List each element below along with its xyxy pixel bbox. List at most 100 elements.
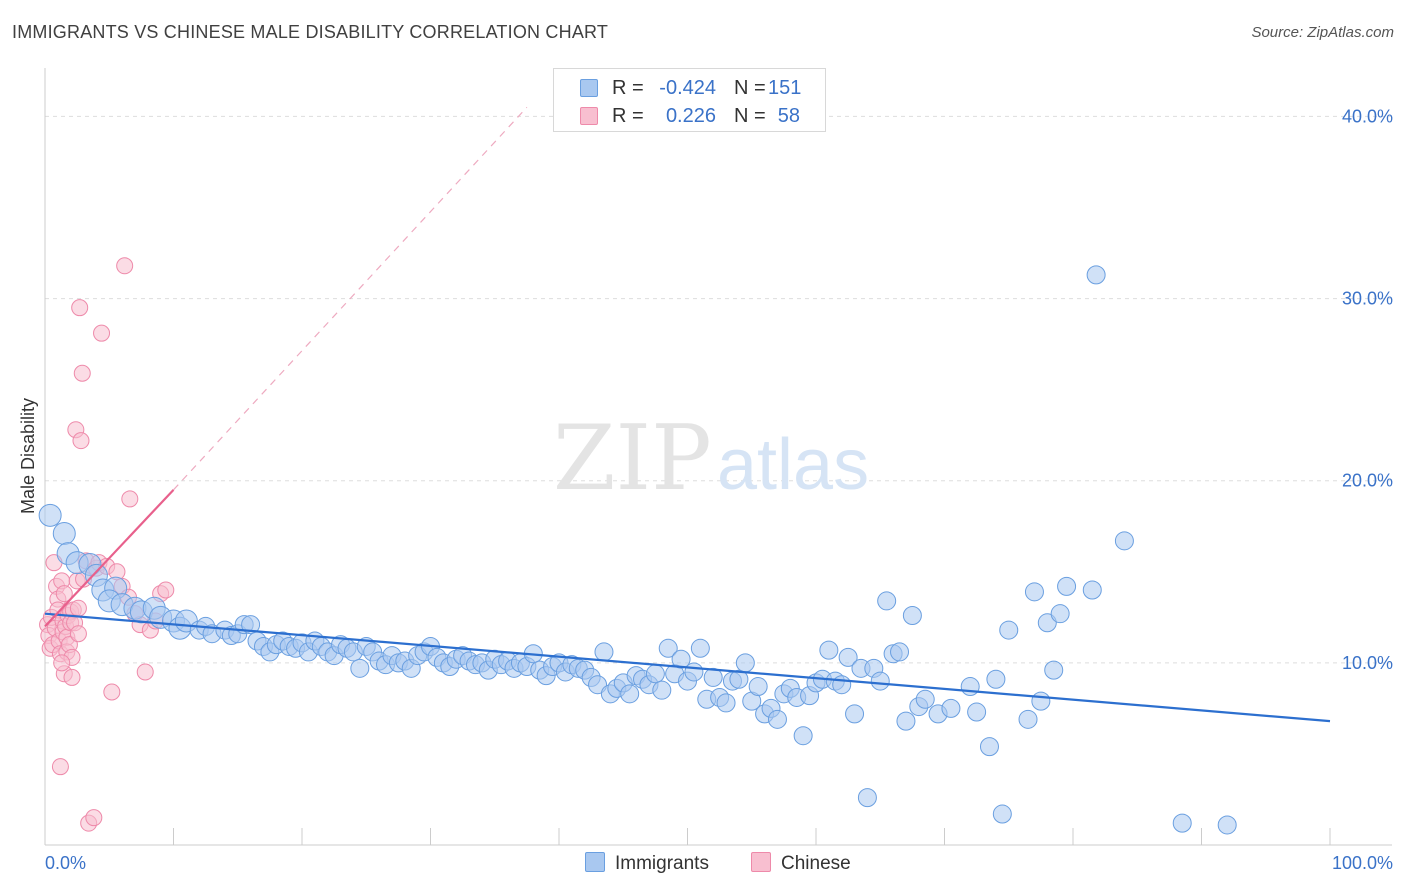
immigrants-point bbox=[1024, 582, 1044, 602]
chinese-point bbox=[53, 654, 71, 672]
axes bbox=[44, 68, 1392, 846]
immigrants-point bbox=[1050, 604, 1070, 624]
immigrants-point bbox=[838, 647, 858, 667]
watermark: ZIP atlas bbox=[553, 406, 869, 511]
chinese-point bbox=[93, 324, 111, 342]
immigrants-point bbox=[870, 671, 890, 691]
immigrants-point bbox=[645, 664, 665, 684]
legend-item-chinese: Chinese bbox=[751, 852, 851, 875]
chart-title: IMMIGRANTS VS CHINESE MALE DISABILITY CO… bbox=[12, 22, 609, 42]
immigrants-point bbox=[716, 693, 736, 713]
immigrants-point bbox=[793, 726, 813, 746]
immigrants-r-label: R = bbox=[612, 77, 644, 99]
immigrants-point bbox=[999, 620, 1019, 640]
immigrants-point bbox=[857, 788, 877, 808]
chinese-r-value: 0.226 bbox=[665, 105, 716, 127]
chinese-points bbox=[39, 257, 175, 832]
chinese-point bbox=[71, 299, 89, 317]
chinese-point bbox=[69, 599, 87, 617]
immigrants-point bbox=[735, 653, 755, 673]
immigrants-point bbox=[1172, 813, 1192, 833]
x-tick-label-max: 100.0% bbox=[1332, 853, 1393, 873]
immigrants-point bbox=[703, 667, 723, 687]
chinese-point bbox=[116, 257, 134, 275]
chinese-legend-label: Chinese bbox=[781, 853, 851, 874]
tick-labels: 10.0% 20.0% 30.0% 40.0% 0.0% 100.0% bbox=[45, 106, 1393, 873]
immigrants-point bbox=[832, 675, 852, 695]
grid-lines bbox=[45, 115, 1392, 664]
y-tick-label: 20.0% bbox=[1342, 471, 1393, 491]
immigrants-point bbox=[1044, 660, 1064, 680]
immigrants-point bbox=[915, 689, 935, 709]
immigrants-point bbox=[986, 669, 1006, 689]
immigrants-point bbox=[896, 711, 916, 731]
chinese-point bbox=[63, 668, 81, 686]
immigrants-point bbox=[38, 503, 62, 527]
chinese-point bbox=[157, 581, 175, 599]
chinese-point bbox=[121, 490, 139, 508]
immigrants-point bbox=[845, 704, 865, 724]
immigrants-point bbox=[684, 662, 704, 682]
immigrants-point bbox=[967, 702, 987, 722]
y-tick-label: 40.0% bbox=[1342, 106, 1393, 126]
immigrants-point bbox=[1018, 709, 1038, 729]
source-credit: Source: ZipAtlas.com bbox=[1251, 24, 1394, 41]
immigrants-point bbox=[960, 677, 980, 697]
immigrants-point bbox=[890, 642, 910, 662]
chinese-point bbox=[51, 758, 69, 776]
immigrants-point bbox=[241, 615, 261, 635]
y-axis-label: Male Disability bbox=[18, 398, 38, 514]
immigrants-point bbox=[992, 804, 1012, 824]
chinese-n-label: N = bbox=[734, 105, 766, 127]
chinese-n-value: 58 bbox=[777, 105, 800, 127]
chinese-trend-extension bbox=[173, 106, 528, 491]
immigrants-point bbox=[671, 649, 691, 669]
chinese-point bbox=[72, 432, 90, 450]
x-tick-label-min: 0.0% bbox=[45, 853, 86, 873]
immigrants-legend-label: Immigrants bbox=[615, 853, 709, 874]
watermark-zip: ZIP bbox=[553, 406, 712, 511]
chinese-point bbox=[55, 585, 73, 603]
chinese-point bbox=[73, 364, 91, 382]
immigrants-point bbox=[748, 677, 768, 697]
immigrants-point bbox=[1031, 691, 1051, 711]
immigrants-point bbox=[690, 638, 710, 658]
trend-lines bbox=[44, 106, 1331, 723]
immigrants-point bbox=[1217, 815, 1237, 835]
chinese-r-label: R = bbox=[612, 105, 644, 127]
immigrants-point bbox=[620, 684, 640, 704]
chinese-point bbox=[85, 809, 103, 827]
legend-row-chinese: R = 0.226 N = 58 bbox=[554, 101, 825, 129]
immigrants-legend-swatch bbox=[585, 852, 605, 872]
immigrants-n-label: N = bbox=[734, 77, 766, 99]
immigrants-swatch bbox=[580, 79, 598, 97]
immigrants-point bbox=[902, 606, 922, 625]
immigrants-point bbox=[941, 698, 961, 718]
immigrants-point bbox=[1114, 531, 1134, 551]
immigrants-point bbox=[767, 709, 787, 729]
immigrants-point bbox=[1082, 580, 1102, 600]
immigrants-point bbox=[729, 669, 749, 689]
legend-row-immigrants: R = -0.424 N = 151 bbox=[554, 73, 825, 101]
immigrants-n-value: 151 bbox=[768, 77, 802, 99]
immigrants-point bbox=[979, 737, 999, 757]
immigrants-point bbox=[819, 640, 839, 660]
immigrants-point bbox=[588, 675, 608, 695]
immigrants-point bbox=[1057, 576, 1077, 596]
watermark-atlas: atlas bbox=[717, 425, 869, 505]
chinese-legend-swatch bbox=[751, 852, 771, 872]
immigrants-point bbox=[594, 642, 614, 662]
y-tick-label: 10.0% bbox=[1342, 653, 1393, 673]
y-tick-label: 30.0% bbox=[1342, 289, 1393, 309]
legend-item-immigrants: Immigrants bbox=[585, 852, 709, 875]
immigrants-point bbox=[877, 591, 897, 611]
chinese-point bbox=[103, 683, 121, 701]
chinese-point bbox=[136, 663, 154, 681]
chinese-point bbox=[69, 625, 87, 643]
immigrants-points bbox=[38, 265, 1237, 835]
chinese-swatch bbox=[580, 107, 598, 125]
immigrants-r-value: -0.424 bbox=[659, 77, 716, 99]
immigrants-point bbox=[1037, 613, 1057, 633]
immigrants-trend-line bbox=[44, 612, 1331, 723]
